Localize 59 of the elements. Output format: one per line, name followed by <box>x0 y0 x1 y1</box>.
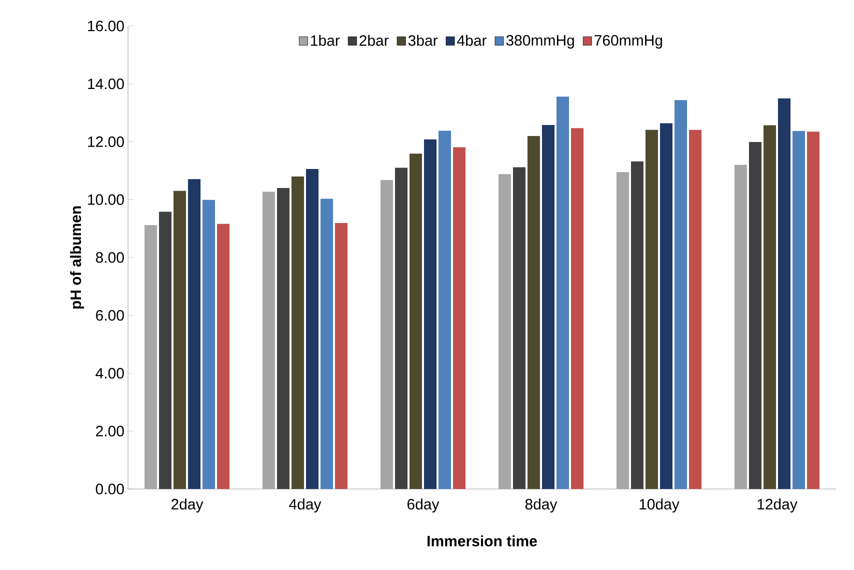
bar <box>159 212 172 489</box>
x-tick-label: 8day <box>525 498 558 512</box>
bar <box>424 139 436 489</box>
x-tick-label: 6day <box>408 498 440 512</box>
bar <box>453 147 466 489</box>
bar <box>646 130 658 489</box>
y-tick-label: 10.00 <box>88 194 124 205</box>
bar <box>748 142 762 489</box>
bar <box>202 200 216 489</box>
bar <box>306 168 319 489</box>
bar <box>144 225 158 489</box>
bar <box>174 190 186 489</box>
bar <box>778 98 790 489</box>
y-tick-label: 4.00 <box>96 368 124 379</box>
x-tick-label: 4day <box>289 498 322 512</box>
bar <box>556 96 569 489</box>
legend-label: 2bar <box>360 34 389 46</box>
bar <box>688 130 702 489</box>
bar <box>380 180 394 489</box>
bar <box>335 223 348 489</box>
y-tick-label: 14.00 <box>88 78 124 90</box>
x-tick-label: 12day <box>758 498 798 512</box>
y-tick-label: 6.00 <box>96 310 124 321</box>
y-tick-label: 16.00 <box>88 20 124 32</box>
legend-label: 3bar <box>408 34 438 46</box>
bar <box>792 131 805 489</box>
bar <box>631 161 644 489</box>
bar <box>674 100 687 489</box>
bar <box>806 132 820 489</box>
bar <box>660 123 672 489</box>
bar <box>734 164 747 489</box>
bar <box>616 172 629 489</box>
y-tick-label: 2.00 <box>96 426 124 436</box>
bar <box>292 176 304 489</box>
y-tick-label: 8.00 <box>96 252 124 263</box>
bar <box>498 174 511 489</box>
bar <box>277 188 290 489</box>
legend-label: 4bar <box>457 34 487 46</box>
bar <box>320 198 334 489</box>
bar <box>763 125 776 489</box>
legend-label: 380mmHg <box>506 35 574 49</box>
y-tick-label: 12.00 <box>88 136 124 148</box>
bar <box>438 130 452 489</box>
bar <box>528 136 540 489</box>
x-axis-title: Immersion time <box>428 535 537 546</box>
bar <box>395 168 408 489</box>
bar <box>188 179 201 489</box>
bar <box>542 124 554 489</box>
bar <box>571 128 584 489</box>
bar <box>217 224 230 489</box>
x-tick-label: 2day <box>171 498 204 512</box>
legend-label: 1bar <box>311 34 340 46</box>
y-axis-title: pH of albumen <box>70 206 84 309</box>
y-tick-label: 0.00 <box>96 484 124 494</box>
bar <box>262 192 276 489</box>
bar <box>513 167 526 489</box>
legend-label: 760mmHg <box>594 35 662 49</box>
x-tick-label: 10day <box>640 498 680 512</box>
bar <box>410 154 422 489</box>
